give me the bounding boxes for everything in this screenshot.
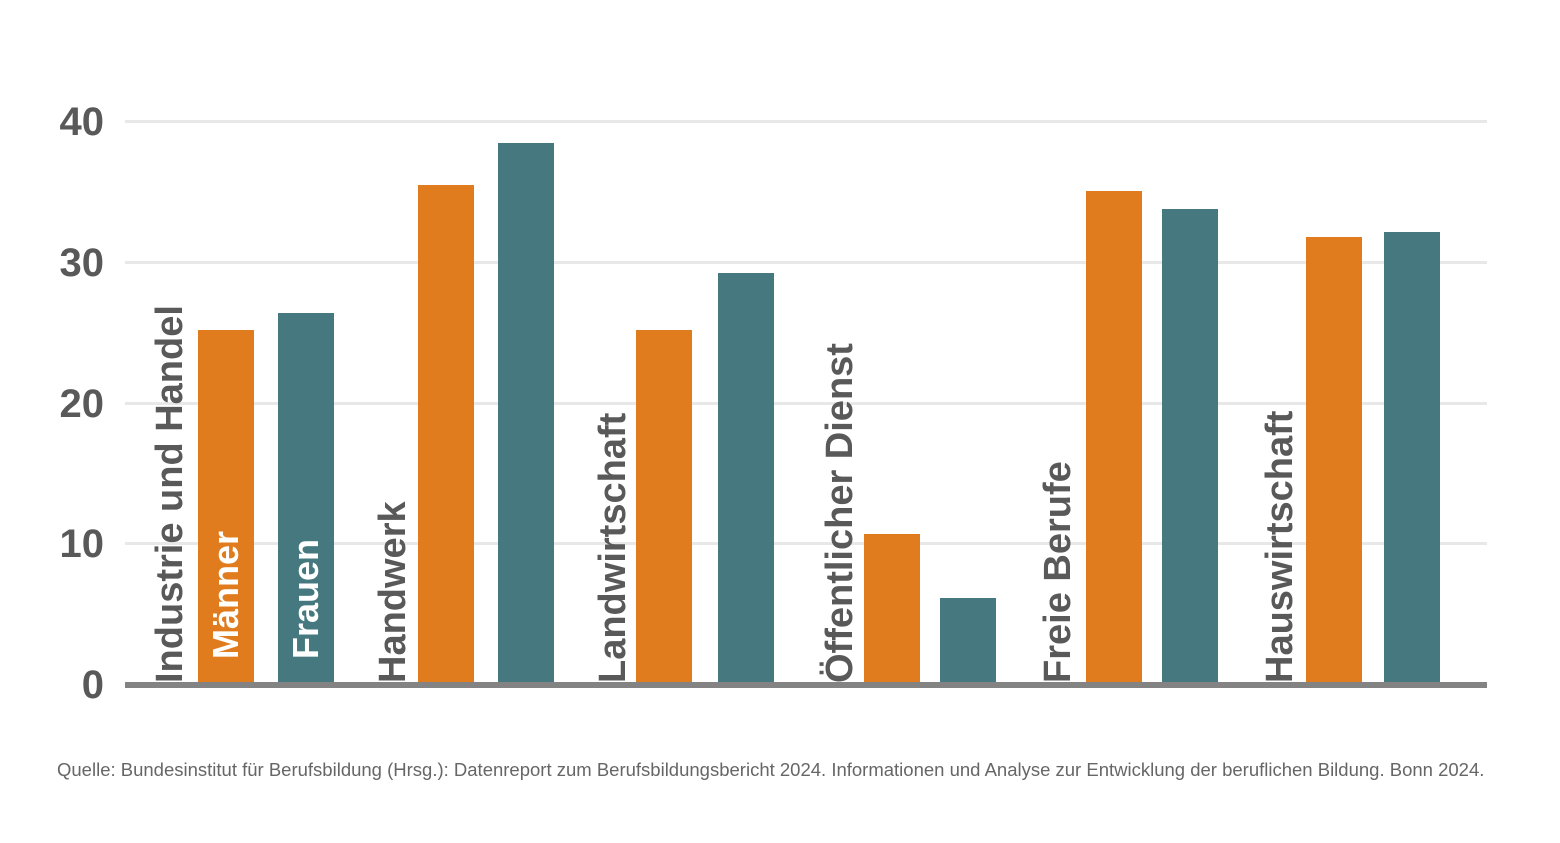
category-label-5: Hauswirtschaft <box>1259 410 1301 683</box>
category-label-4: Freie Berufe <box>1037 461 1079 683</box>
y-axis-tick-labels: 0 10 20 30 40 <box>0 102 105 705</box>
series-label-frauen: Frauen <box>285 538 326 659</box>
y-tick-label-10: 10 <box>59 522 105 567</box>
category-label-0: Industrie und Handel <box>149 305 191 683</box>
category-label-1: Handwerk <box>372 501 414 683</box>
bar-männer-0 <box>198 330 254 685</box>
gridline-20 <box>125 401 1487 405</box>
plot-area: Industrie und Handel Männer Frauen Handwerk… <box>125 120 1487 688</box>
y-tick-label-20: 20 <box>59 381 105 426</box>
category-label-3: Öffentlicher Dienst <box>819 343 861 683</box>
gridline-30 <box>125 260 1487 264</box>
bar-männer-4 <box>1086 190 1142 685</box>
bar-männer-5 <box>1306 237 1362 685</box>
bar-männer-3 <box>864 534 920 685</box>
bar-männer-2 <box>636 330 692 685</box>
bar-frauen-0 <box>278 313 334 685</box>
bar-frauen-4 <box>1162 209 1218 685</box>
x-axis-line <box>125 682 1487 688</box>
bar-frauen-1 <box>498 143 554 685</box>
bar-frauen-2 <box>718 272 774 685</box>
y-tick-label-40: 40 <box>59 100 105 144</box>
y-tick-label-30: 30 <box>59 240 105 285</box>
bar-frauen-3 <box>940 597 996 685</box>
category-label-2: Landwirtschaft <box>592 412 634 683</box>
series-label-männer: Männer <box>205 530 246 659</box>
y-tick-label-0: 0 <box>81 663 104 707</box>
gridline-10 <box>125 542 1487 546</box>
bar-männer-1 <box>418 185 474 685</box>
source-note: Quelle: Bundesinstitut für Berufsbildung… <box>57 759 1485 780</box>
bar-frauen-5 <box>1384 231 1440 685</box>
gridline-40 <box>125 120 1487 123</box>
